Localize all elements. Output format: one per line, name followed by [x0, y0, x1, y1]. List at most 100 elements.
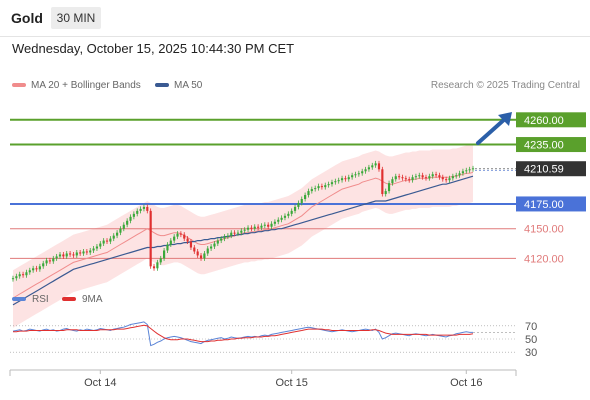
candle-body [340, 178, 344, 181]
candle [317, 183, 320, 191]
candle-body [330, 182, 334, 185]
candle [115, 230, 119, 239]
candle-body [179, 233, 182, 235]
candle-body [18, 274, 21, 277]
candle-body [267, 224, 270, 227]
candle-body [293, 206, 297, 211]
candle [455, 172, 458, 179]
candle [166, 242, 169, 253]
candle [384, 188, 387, 197]
candle [213, 241, 216, 249]
candle-body [398, 176, 401, 178]
candle-body [394, 176, 397, 180]
candle-body [92, 248, 95, 251]
candle-body [210, 246, 213, 249]
candle [163, 248, 166, 261]
candle-body [230, 232, 233, 236]
candle [401, 174, 404, 181]
candle-body [424, 177, 428, 179]
candle [149, 208, 152, 269]
candle [250, 225, 253, 232]
candle [310, 186, 313, 194]
candle [290, 208, 293, 217]
bollinger-band [13, 144, 473, 328]
candle-body [58, 254, 62, 257]
candle-body [408, 179, 411, 181]
candle [434, 171, 438, 178]
candle-body [166, 244, 169, 251]
candle [287, 211, 290, 219]
candle [139, 206, 142, 214]
candle-body [79, 252, 82, 254]
rsi-legend-swatch [12, 297, 26, 301]
legend-item-ma50: MA 50 [155, 80, 202, 91]
candle-body [263, 224, 266, 226]
rsi-ma-legend-label: 9MA [82, 294, 103, 305]
candle-body [109, 238, 112, 242]
candle-body [216, 240, 219, 244]
candle-body [310, 189, 313, 192]
candle [408, 176, 411, 183]
candle-body [307, 191, 310, 196]
candle-body [387, 183, 391, 192]
candle-body [156, 262, 159, 269]
candle [38, 263, 41, 272]
candle-body [25, 272, 28, 276]
candle-body [253, 226, 256, 229]
candle [152, 263, 156, 271]
candle-body [364, 169, 367, 172]
candle [243, 227, 246, 234]
candle [85, 248, 88, 255]
candle [199, 252, 203, 261]
candle-body [441, 177, 444, 180]
candle-body [445, 179, 448, 181]
candle [132, 211, 135, 220]
legend-label-ma50: MA 50 [174, 80, 203, 91]
candle-body [428, 176, 431, 179]
candle [324, 182, 327, 190]
level-tag-1 [516, 137, 586, 153]
candle-body [220, 238, 223, 241]
candle-body [455, 175, 458, 177]
candle-body [213, 243, 216, 247]
candle-body [381, 169, 384, 195]
candle [99, 241, 102, 249]
candle [300, 196, 303, 206]
candle [438, 172, 441, 180]
candle-body [448, 178, 451, 181]
candle [68, 250, 72, 257]
candle-body [149, 210, 152, 267]
candle-body [15, 276, 18, 279]
candle-body [300, 199, 303, 203]
candle-body [233, 232, 236, 234]
candle-body [199, 255, 203, 259]
candle-body [146, 206, 149, 211]
candle [418, 172, 421, 179]
candle-body [377, 163, 381, 170]
candle [52, 255, 55, 264]
candle [35, 265, 38, 272]
candle-body [42, 263, 45, 267]
candle [92, 246, 95, 253]
candle [230, 230, 233, 239]
candle-body [351, 175, 354, 178]
candle [32, 265, 35, 273]
candle-body [62, 254, 65, 257]
candle-body [357, 173, 360, 175]
candle [387, 180, 391, 194]
candle-body [465, 170, 468, 172]
candle-body [290, 210, 293, 214]
candle-body [72, 254, 75, 256]
candle [445, 176, 448, 183]
candle [216, 238, 219, 247]
candle-body [361, 171, 364, 174]
candle [337, 177, 340, 184]
timeframe-badge[interactable]: 30 MIN [51, 7, 101, 29]
candle [364, 166, 367, 174]
candle [367, 164, 371, 172]
level-label-1: 4235.00 [524, 140, 564, 152]
candle-body [421, 175, 424, 178]
datetime-label: Wednesday, October 15, 2025 10:44:30 PM … [12, 41, 295, 56]
candle [142, 204, 146, 212]
